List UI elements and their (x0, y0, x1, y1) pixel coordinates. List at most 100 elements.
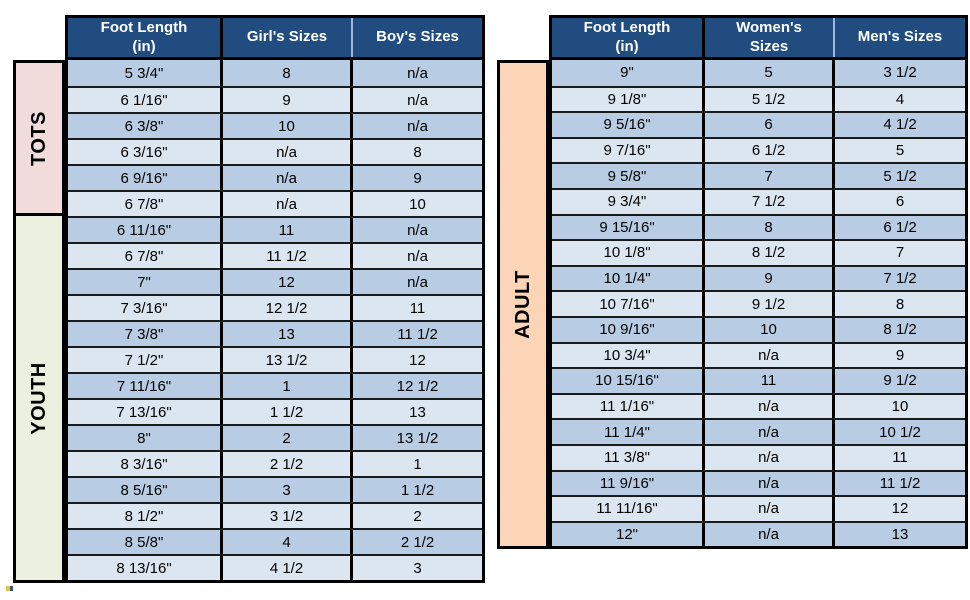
table-cell: 4 (895, 90, 905, 108)
group-band-adult: ADULT (497, 60, 549, 550)
table-cell: 13 1/2 (396, 429, 439, 447)
table-cell: 8 13/16" (68, 556, 223, 580)
column-header-2: Men's Sizes (857, 28, 943, 46)
table-cell: 7 1/2 (883, 270, 917, 288)
table-cell: 6 1/2 (705, 138, 835, 163)
table-cell: n/a (223, 192, 353, 216)
table-cell: 6 3/8" (68, 114, 223, 138)
table-cell: 7 3/8" (68, 322, 223, 346)
table-row: 8 1/2" 3 1/2 2 (68, 502, 482, 528)
table-cell: 6 1/16" (68, 88, 223, 112)
table-row: 8 5/8" 4 2 1/2 (68, 528, 482, 554)
table-cell: n/a (407, 64, 428, 82)
table-cell: 11 1/2 (397, 325, 438, 343)
table-cell: 7 3/16" (68, 296, 223, 320)
group-band-youth: YOUTH (13, 216, 65, 583)
table-row: 9" 5 3 1/2 (552, 60, 965, 86)
table-body: 5 3/4" 8 n/a 6 1/16" 9 n/a 6 3/8" 10 n/a 6 3/16" n… (65, 60, 485, 583)
table-cell: 1 1/2 (400, 481, 435, 499)
table-cell: 10 1/4" (552, 266, 705, 291)
table-row: 8 3/16" 2 1/2 1 (68, 450, 482, 476)
table-row: 11 1/16" n/a 10 (552, 392, 965, 419)
table-cell: 3 (413, 559, 422, 577)
table-cell: 3 (223, 478, 353, 502)
table-row: 7 1/2" 13 1/2 12 (68, 346, 482, 372)
table-header-row: Foot Length (in) Women's Sizes Men's Sizes (549, 15, 968, 60)
table-row: 10 3/4" n/a 9 (552, 341, 965, 368)
table-cell: 8 5/8" (68, 530, 223, 554)
table-cell: 8 (223, 60, 353, 86)
table-cell: 6 9/16" (68, 166, 223, 190)
table-cell: 9 1/8" (552, 87, 705, 112)
table-cell: 1 (223, 374, 353, 398)
table-cell: 6 3/16" (68, 140, 223, 164)
table-cell: 1 1/2 (223, 400, 353, 424)
group-band-label: ADULT (511, 270, 534, 340)
table-cell: 9" (552, 60, 705, 86)
table-cell: 5 (895, 142, 905, 160)
table-row: 9 5/8" 7 5 1/2 (552, 162, 965, 188)
table-cell: 5 1/2 (883, 167, 917, 185)
table-cell: n/a (705, 343, 835, 368)
group-band-tots: TOTS (13, 60, 65, 216)
table-cell: 7 13/16" (68, 400, 223, 424)
table-cell: 11 1/2 (879, 474, 921, 492)
table-cell: n/a (407, 247, 428, 265)
table-cell: 9 (895, 346, 905, 364)
table-row: 8 5/16" 3 1 1/2 (68, 476, 482, 502)
table-cell: 6 (705, 113, 835, 137)
table-cell: 9 5/16" (552, 113, 705, 137)
table-cell: 11 11/16" (552, 497, 705, 521)
table-cell: n/a (223, 140, 353, 164)
table-row: 10 1/8" 8 1/2 7 (552, 239, 965, 265)
table-cell: 10 15/16" (552, 369, 705, 393)
kids-size-table: Foot Length (in) Girl's Sizes Boy's Sizes … (65, 15, 485, 583)
table-row: 10 15/16" 11 9 1/2 (552, 367, 965, 393)
table-cell: 10 (705, 317, 835, 342)
table-cell: 9 (413, 169, 422, 187)
group-band-label: YOUTH (27, 361, 50, 435)
table-cell: 9 3/4" (552, 189, 705, 214)
column-header-2: Boy's Sizes (376, 28, 459, 46)
table-cell: 11 3/8" (552, 445, 705, 470)
table-cell: 2 1/2 (223, 452, 353, 476)
table-cell: 8 1/2 (705, 241, 835, 265)
table-cell: 4 1/2 (223, 556, 353, 580)
table-cell: 7 1/2" (68, 348, 223, 372)
table-cell: 7" (68, 270, 223, 294)
table-cell: n/a (705, 522, 835, 547)
table-cell: n/a (705, 497, 835, 521)
table-cell: 12 1/2 (223, 296, 353, 320)
table-row: 11 3/8" n/a 11 (552, 443, 965, 470)
table-cell: 2 (413, 507, 422, 525)
table-cell: 10 (409, 195, 426, 213)
table-row: 7 3/8" 13 11 1/2 (68, 320, 482, 346)
table-cell: 8 1/2 (883, 321, 917, 339)
table-cell: n/a (407, 273, 428, 291)
table-cell: 11 (223, 218, 353, 242)
table-cell: 12 (409, 351, 426, 369)
kids-group-band-column: TOTS YOUTH (13, 15, 65, 583)
table-cell: 5 1/2 (705, 87, 835, 112)
table-cell: 6 1/2 (883, 218, 917, 236)
band-header-spacer (497, 15, 549, 60)
table-row: 9 1/8" 5 1/2 4 (552, 85, 965, 112)
table-cell: 2 1/2 (400, 533, 435, 551)
column-header-1: Women's Sizes (705, 18, 835, 57)
band-header-spacer (13, 15, 65, 60)
column-header-0: Foot Length (in) (552, 18, 705, 57)
table-cell: 8 3/16" (68, 452, 223, 476)
column-header-0: Foot Length (in) (68, 18, 223, 57)
table-cell: 9 7/16" (552, 138, 705, 163)
adult-size-table: Foot Length (in) Women's Sizes Men's Sizes… (549, 15, 968, 550)
table-cell: n/a (407, 91, 428, 109)
table-row: 6 3/8" 10 n/a (68, 112, 482, 138)
table-cell: 6 7/8" (68, 192, 223, 216)
table-cell: 5 (705, 60, 835, 86)
table-row: 10 7/16" 9 1/2 8 (552, 290, 965, 316)
table-cell: n/a (705, 445, 835, 470)
table-row: 7 13/16" 1 1/2 13 (68, 398, 482, 424)
kids-size-chart: TOTS YOUTH Foot Length (in) Girl's Sizes Bo… (13, 15, 485, 583)
table-cell: 12 (223, 270, 353, 294)
table-row: 5 3/4" 8 n/a (68, 60, 482, 86)
